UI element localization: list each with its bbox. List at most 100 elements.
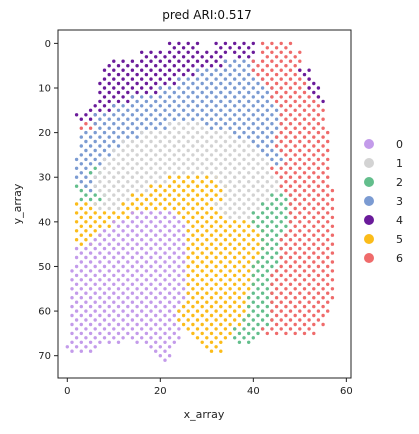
data-point [307,309,311,313]
data-point [330,296,335,300]
data-point [242,166,246,170]
data-point [242,336,246,340]
data-point [70,287,74,291]
data-point [186,166,190,170]
data-point [209,63,214,68]
data-point [126,63,130,68]
data-point [316,148,321,153]
data-point [223,238,228,242]
data-point [158,157,162,162]
data-point [307,327,311,331]
data-point [163,358,167,362]
data-point [219,349,223,353]
data-point [186,41,190,46]
data-point [163,162,167,166]
data-point [98,108,102,113]
data-point [65,345,70,349]
data-point [167,166,172,170]
data-point [288,309,293,313]
data-point [167,139,172,144]
data-point [209,215,214,220]
data-point [288,211,293,215]
data-point [140,184,144,188]
data-point [293,322,297,327]
data-point [158,175,162,179]
data-point [316,193,321,197]
data-point [321,108,325,113]
data-point [74,211,79,215]
data-point [265,162,269,166]
data-point [140,282,144,286]
data-point [214,264,218,269]
data-point [274,126,279,130]
data-point [237,55,242,59]
data-point [251,273,255,278]
data-point [195,238,200,242]
data-point [265,108,269,113]
data-point [191,287,195,291]
data-point [167,211,172,215]
data-point [163,340,167,344]
data-point [121,309,125,313]
data-point [130,59,135,63]
data-point [284,215,288,220]
data-point [79,287,84,291]
data-point [158,166,162,170]
data-point [242,50,246,54]
data-point [298,309,302,313]
data-point [158,264,162,269]
data-point [116,278,121,282]
data-point [274,72,279,77]
data-point [274,180,279,184]
data-point [158,327,162,331]
data-point [260,113,265,117]
data-point [74,166,79,170]
data-point [321,322,325,327]
data-point [274,206,279,211]
data-point [102,130,107,135]
data-point [158,202,162,206]
data-point [195,139,200,144]
data-point [205,345,209,349]
data-point [302,180,307,184]
data-point [293,304,297,309]
data-point [288,229,293,233]
data-point [181,162,186,166]
data-point [223,59,228,63]
data-point [140,59,144,63]
data-point [98,206,102,211]
data-point [247,90,251,95]
data-point [102,104,107,108]
data-point [209,117,214,121]
data-point [200,269,204,273]
data-point [140,264,144,269]
data-point [163,278,167,282]
data-point [200,162,204,166]
data-point [326,166,330,170]
data-point [316,309,321,313]
data-point [228,162,232,166]
data-point [172,278,176,282]
data-point [177,255,181,260]
data-point [79,224,84,228]
y-tick-label: 40 [38,217,51,228]
data-point [79,126,84,130]
data-point [135,72,139,77]
data-point [312,322,316,327]
data-point [288,238,293,242]
data-point [70,278,74,282]
data-point [107,224,111,228]
data-point [274,117,279,121]
data-point [205,104,209,108]
data-point [205,327,209,331]
data-point [70,349,74,353]
data-point [321,126,325,130]
data-point [88,126,93,130]
legend-marker [364,196,374,206]
data-point [121,211,125,215]
data-point [74,157,79,162]
data-point [98,90,102,95]
data-point [302,233,307,237]
data-point [316,229,321,233]
data-point [200,126,204,130]
